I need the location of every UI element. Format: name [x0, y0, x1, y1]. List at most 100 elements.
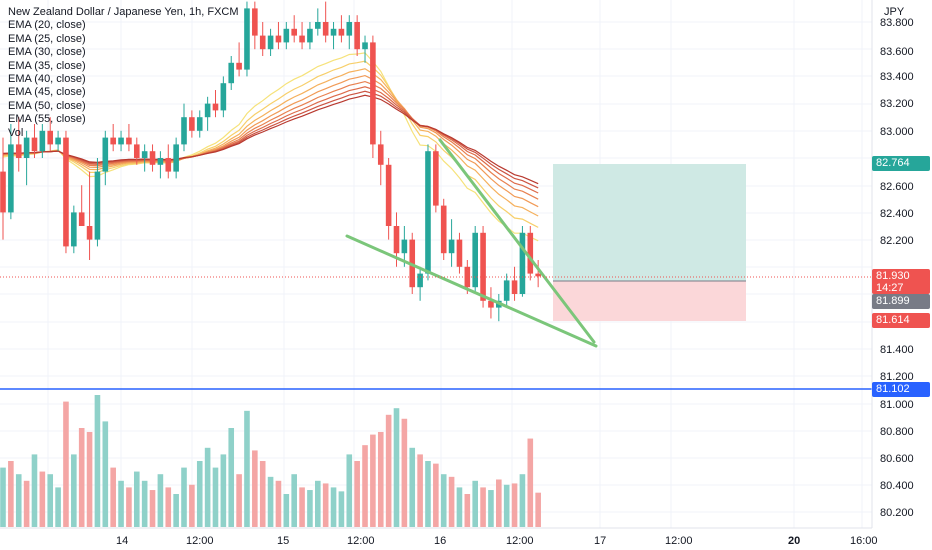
candle [63, 130, 69, 254]
legend-ema-30[interactable]: EMA (30, close) [8, 46, 86, 59]
volume-bar [354, 461, 360, 527]
candle [330, 22, 337, 50]
legend-ema-20[interactable]: EMA (20, close) [8, 19, 86, 32]
candle [338, 15, 345, 43]
price-tick: 80.600 [880, 453, 914, 465]
time-tick: 14 [116, 535, 128, 547]
time-tick: 15 [277, 535, 289, 547]
volume-bar [377, 431, 384, 527]
legend-ema-40[interactable]: EMA (40, close) [8, 73, 86, 86]
candle [196, 110, 203, 138]
candle [173, 137, 179, 179]
stop-zone[interactable] [553, 281, 746, 321]
volume-bar [433, 463, 439, 527]
ema-line-45 [2, 86, 539, 194]
countdown-label: 14:27 [872, 282, 930, 294]
volume-bar [267, 476, 274, 527]
candle [456, 232, 463, 274]
candle [385, 158, 392, 240]
volume-bar [362, 445, 368, 527]
price-tick: 83.800 [880, 17, 914, 29]
candle [267, 28, 274, 56]
volume-bar [141, 480, 148, 527]
candle [480, 226, 486, 308]
candle [299, 22, 305, 50]
price-tick: 81.200 [880, 371, 914, 383]
volume-bar [118, 480, 124, 527]
chart-title[interactable]: New Zealand Dollar / Japanese Yen, 1h, F… [8, 6, 239, 18]
candle [354, 15, 360, 56]
wedge-lower-trendline[interactable] [345, 234, 598, 348]
level-price-label: 81.102 [872, 382, 930, 397]
last-price-label: 81.930 [872, 269, 930, 284]
volume-bar [94, 395, 101, 527]
legend-ema-35[interactable]: EMA (35, close) [8, 59, 86, 72]
ema-line-20 [2, 52, 539, 242]
candle [220, 76, 227, 118]
time-axis[interactable]: 14 12:00 15 12:00 16 12:00 17 12:00 20 1… [116, 535, 878, 547]
candle [86, 171, 93, 260]
entry-price-label: 81.899 [872, 294, 930, 309]
volume-bar [346, 454, 353, 527]
volume-bar [189, 484, 195, 527]
volume-bar [15, 474, 22, 527]
volume-bar [322, 483, 329, 527]
candle [118, 130, 124, 152]
volume-bar [425, 461, 431, 527]
wedge-upper-trendline[interactable] [438, 138, 596, 344]
ema-line-30 [2, 68, 539, 217]
volume-bar [527, 438, 534, 527]
legend-volume[interactable]: Vol [8, 126, 24, 139]
ema-ribbon [2, 52, 539, 242]
volume-bars [0, 395, 541, 527]
candle [23, 130, 30, 186]
volume-bar [8, 461, 14, 527]
ema-line-50 [2, 90, 539, 189]
price-tick: 80.400 [880, 480, 914, 492]
volume-bar [519, 474, 526, 527]
currency-label: JPY [884, 6, 905, 18]
candle [322, 1, 329, 43]
legend-ema-55[interactable]: EMA (55, close) [8, 113, 86, 126]
candle [417, 266, 423, 301]
volume-bar [236, 474, 242, 527]
legend-ema-45[interactable]: EMA (45, close) [8, 86, 86, 99]
volume-bar [110, 467, 116, 527]
candle [275, 22, 282, 50]
candle [181, 103, 187, 152]
legend-ema-50[interactable]: EMA (50, close) [8, 99, 86, 112]
candle [315, 8, 321, 36]
volume-bar [299, 487, 305, 527]
candle [511, 266, 518, 301]
price-tick: 83.000 [880, 126, 914, 138]
ema-line-25 [2, 60, 539, 228]
candle [535, 260, 541, 288]
time-tick: 16:00 [850, 535, 878, 547]
candle [291, 15, 297, 43]
candle [204, 96, 211, 131]
legend-ema-25[interactable]: EMA (25, close) [8, 32, 86, 45]
volume-bar [488, 490, 494, 527]
volume-bar [503, 484, 510, 527]
time-tick: 12:00 [347, 535, 375, 547]
volume-bar [315, 480, 321, 527]
candle [503, 273, 510, 308]
target-zone[interactable] [553, 164, 746, 281]
volume-bar [252, 450, 258, 527]
volume-bar [196, 461, 203, 527]
time-tick: 16 [434, 535, 446, 547]
candle [496, 294, 502, 322]
candle [8, 124, 14, 220]
candle [228, 56, 235, 90]
volume-bar [259, 461, 266, 527]
candle [189, 110, 195, 138]
candle [149, 144, 156, 172]
price-axis[interactable]: 83.800 83.600 83.400 83.200 83.000 82.60… [880, 17, 914, 519]
volume-bar [220, 454, 227, 527]
candle [425, 144, 431, 281]
volume-bar [291, 474, 297, 527]
volume-bar [71, 454, 77, 527]
candle [94, 158, 101, 247]
